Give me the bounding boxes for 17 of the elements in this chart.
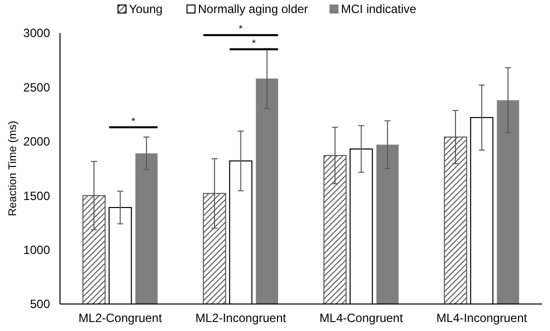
legend-label: Normally aging older bbox=[198, 2, 308, 16]
y-tick-label: 500 bbox=[30, 297, 50, 312]
y-tick-label: 2500 bbox=[23, 80, 50, 94]
x-tick-label: ML4-Congruent bbox=[320, 311, 404, 325]
legend-label: MCI indicative bbox=[341, 2, 417, 16]
y-tick-label: 2000 bbox=[23, 134, 50, 149]
annotation: * bbox=[238, 24, 243, 36]
y-axis-title: Reaction Time (ms) bbox=[7, 120, 19, 216]
y-tick-label: 1500 bbox=[23, 188, 50, 203]
annotation: * bbox=[131, 116, 136, 128]
y-tick-label: 1000 bbox=[23, 243, 50, 257]
y-tick-label: 3000 bbox=[23, 26, 50, 40]
annotation: * bbox=[252, 38, 256, 50]
x-tick-label: ML4-Incongruent bbox=[436, 311, 528, 325]
x-tick-label: ML2-Congruent bbox=[78, 311, 163, 325]
x-tick-label: ML2-Incongruent bbox=[195, 311, 287, 325]
legend-label: Young bbox=[129, 2, 163, 16]
